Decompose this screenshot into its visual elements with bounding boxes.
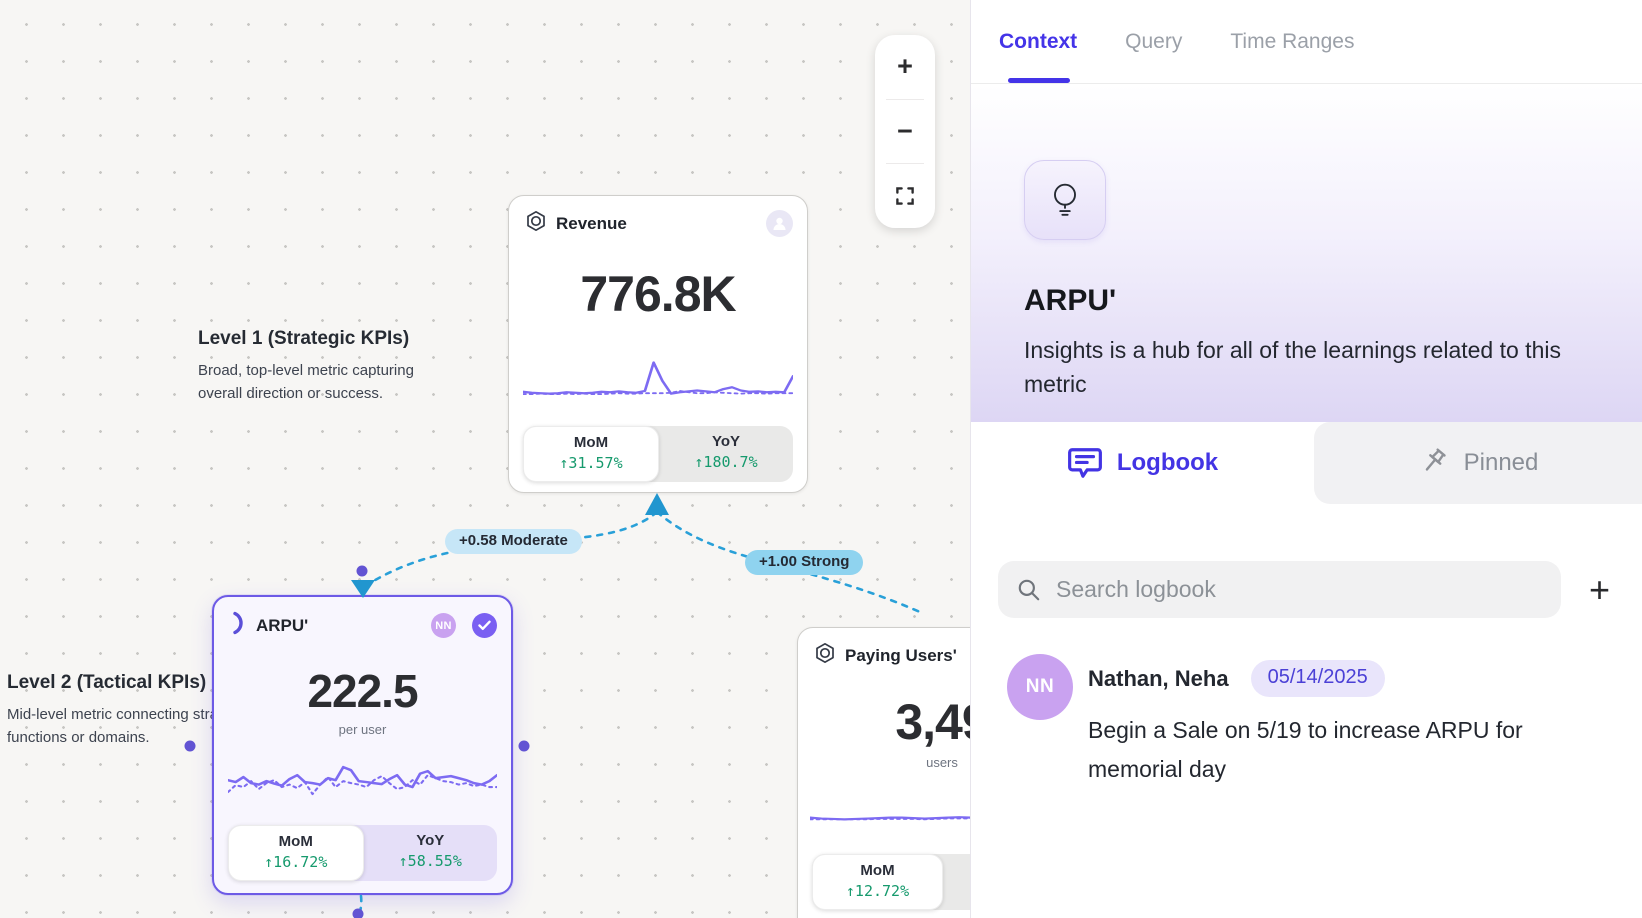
yoy-segment[interactable]: YoY ↑180.7% [659,426,793,482]
fit-view-button[interactable] [875,164,935,228]
yoy-label: YoY [711,433,741,450]
level-1-title: Level 1 (Strategic KPIs) [198,328,410,349]
logbook-search-box[interactable] [998,561,1561,618]
mom-segment[interactable]: MoM ↑31.57% [523,426,659,482]
tab-query[interactable]: Query [1125,0,1182,83]
metric-unit: per user [338,722,387,737]
metric-tree-canvas[interactable]: +0.58 Moderate +1.00 Strong Level 1 (Str… [0,0,1087,918]
entry-avatar: NN [1007,654,1073,720]
zoom-in-button[interactable]: + [875,35,935,99]
panel-tabbar: Context Query Time Ranges [971,0,1642,84]
level-2-annotation: Level 2 (Tactical KPIs) Mid-level metric… [7,672,317,749]
mom-label: MoM [278,833,313,850]
tab-time-ranges[interactable]: Time Ranges [1230,0,1354,83]
entry-meta: Nathan, Neha 05/14/2025 [1088,660,1568,697]
hexagon-metric-icon [814,642,836,669]
mom-label: MoM [573,434,609,451]
edge-label-strong[interactable]: +1.00 Strong [745,550,864,575]
edge-arrow-into-revenue [645,493,669,515]
entry-body: Nathan, Neha 05/14/2025 Begin a Sale on … [1088,654,1568,789]
edge-arpu-downstream[interactable] [357,894,363,918]
level-2-title: Level 2 (Tactical KPIs) [7,672,207,693]
tab-context[interactable]: Context [999,0,1077,83]
metric-card-revenue[interactable]: Revenue 776.8K MoM ↑31.57% YoY ↑180.7% [508,195,808,493]
metric-card-arpu[interactable]: ARPU' NN 222.5 per user MoM ↑16.72% YoY [212,595,513,895]
mom-segment[interactable]: MoM ↑12.72% [812,854,943,910]
lightbulb-icon [1054,183,1076,216]
logbook-search-row: + [998,561,1610,618]
panel-metric-description: Insights is a hub for all of the learnin… [1024,337,1561,397]
metric-context-header: ARPU' Insights is a hub for all of the l… [971,84,1642,422]
logbook-pinned-tabs: Logbook Pinned [971,422,1642,504]
mom-label: MoM [860,862,895,879]
tab-query-label: Query [1125,29,1183,53]
insights-tile [1024,160,1106,240]
yoy-value: ↑58.55% [398,852,462,870]
metric-value: 776.8K [580,266,736,322]
search-icon [1018,579,1040,600]
verified-check-icon [472,613,497,638]
mom-segment[interactable]: MoM ↑16.72% [228,825,364,881]
revenue-sparkline [523,356,793,400]
arpu-handle-top[interactable] [356,565,368,577]
zoom-out-button[interactable]: − [875,100,935,164]
arpu-handle-right[interactable] [518,740,530,752]
divider [886,98,924,100]
metric-unit: users [926,755,958,770]
tab-pinned[interactable]: Pinned [1314,422,1642,504]
metric-value: 222.5 [307,665,418,717]
pushpin-icon [1425,448,1446,471]
logbook-entry[interactable]: NN Nathan, Neha 05/14/2025 Begin a Sale … [1007,654,1612,789]
zoom-controls: + − [875,35,935,228]
arpu-sparkline [228,755,497,803]
card-title: Paying Users' [845,645,957,665]
entry-author: Nathan, Neha [1088,665,1229,691]
period-toggle: MoM ↑31.57% YoY ↑180.7% [523,426,793,482]
context-panel: Context Query Time Ranges ARPU' Insights… [970,0,1642,918]
owner-avatar-icon [766,210,793,237]
period-toggle: MoM ↑16.72% YoY ↑58.55% [228,825,497,881]
level-1-description: Broad, top-level metric capturing overal… [198,362,414,402]
owner-initials-badge: NN [431,613,456,638]
panel-metric-title: ARPU' [1024,284,1117,317]
entry-date-badge: 05/14/2025 [1250,660,1385,697]
level-1-annotation: Level 1 (Strategic KPIs) Broad, top-leve… [198,328,448,405]
yoy-segment[interactable]: YoY ↑58.55% [364,825,498,881]
hexagon-metric-icon [525,210,547,237]
card-title: Revenue [556,213,627,233]
card-title: ARPU' [256,615,309,635]
mom-value: ↑16.72% [264,853,328,871]
mom-value: ↑31.57% [559,454,623,472]
active-tab-indicator [1008,78,1070,83]
yoy-value: ↑180.7% [694,453,758,471]
tab-logbook[interactable]: Logbook [971,422,1314,504]
level-2-description: Mid-level metric connecting strategy to … [7,706,263,746]
add-logbook-entry-button[interactable]: + [1588,568,1610,610]
tab-time-ranges-label: Time Ranges [1230,29,1355,53]
yoy-label: YoY [416,832,445,849]
mom-value: ↑12.72% [845,882,910,900]
logbook-icon [1067,448,1102,478]
entry-text: Begin a Sale on 5/19 to increase ARPU fo… [1088,717,1523,782]
fit-view-icon [896,187,914,205]
logbook-search-input[interactable] [1056,576,1543,603]
edge-label-moderate[interactable]: +0.58 Moderate [445,529,582,554]
crescent-moon-icon [230,611,247,640]
divider [886,163,924,165]
tab-context-label: Context [999,29,1078,53]
tab-pinned-label: Pinned [1463,449,1539,476]
arpu-handle-bottom[interactable] [352,908,364,918]
tab-logbook-label: Logbook [1116,449,1219,476]
